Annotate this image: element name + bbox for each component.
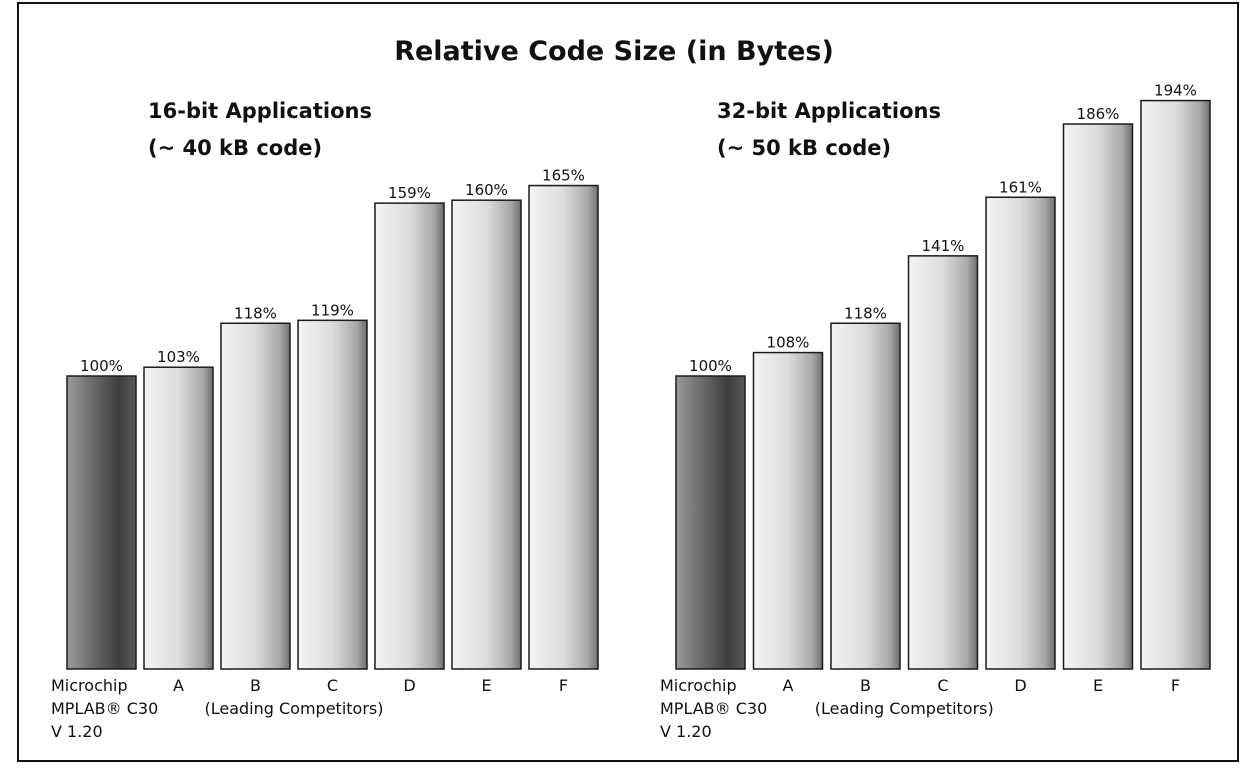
panel-title: 32-bit Applications xyxy=(717,99,941,123)
microchip-label-line: V 1.20 xyxy=(660,722,712,741)
category-label: Microchip xyxy=(660,676,737,695)
chart-panel-1: 32-bit Applications (~ 50 kB code) 100% Mic… xyxy=(660,82,1211,741)
bar-f xyxy=(528,184,599,670)
category-label: C xyxy=(327,676,338,695)
data-label: 119% xyxy=(311,301,354,319)
bar-a xyxy=(752,351,824,670)
data-label: 141% xyxy=(922,237,965,255)
bar-f xyxy=(1140,99,1211,670)
bar-b xyxy=(830,322,901,670)
category-label: E xyxy=(481,676,491,695)
data-label: 100% xyxy=(689,357,732,375)
bar-e xyxy=(1062,123,1134,670)
category-label: D xyxy=(1014,676,1026,695)
data-label: 186% xyxy=(1077,105,1120,123)
data-label: 160% xyxy=(465,181,508,199)
category-label: E xyxy=(1093,676,1103,695)
data-label: 118% xyxy=(234,304,277,322)
data-label: 103% xyxy=(157,348,200,366)
microchip-label-line: V 1.20 xyxy=(51,722,103,741)
bar-e xyxy=(451,199,522,670)
data-label: 108% xyxy=(767,334,810,352)
data-label: 118% xyxy=(844,304,887,322)
data-label: 194% xyxy=(1154,82,1197,100)
bar-d xyxy=(374,202,445,670)
microchip-label-line: MPLAB® C30 xyxy=(51,699,158,718)
category-label: A xyxy=(783,676,794,695)
bar-a xyxy=(143,366,214,670)
bar-microchip xyxy=(66,375,137,670)
bar-c xyxy=(297,319,368,670)
category-label: B xyxy=(250,676,261,695)
chart-panels: 16-bit Applications (~ 40 kB code) 100% Mic… xyxy=(51,82,1211,741)
category-label: D xyxy=(403,676,415,695)
panel-title: 16-bit Applications xyxy=(148,99,372,123)
bar-d xyxy=(985,196,1056,670)
microchip-label-line: MPLAB® C30 xyxy=(660,699,767,718)
chart-title: Relative Code Size (in Bytes) xyxy=(394,36,834,67)
group-label: (Leading Competitors) xyxy=(815,699,994,718)
category-label: A xyxy=(173,676,184,695)
data-label: 161% xyxy=(999,178,1042,196)
bar-b xyxy=(220,322,291,670)
panel-subtitle: (~ 50 kB code) xyxy=(717,136,891,160)
bar-microchip xyxy=(675,375,746,670)
category-label: Microchip xyxy=(51,676,128,695)
panel-subtitle: (~ 40 kB code) xyxy=(148,136,322,160)
chart-panel-0: 16-bit Applications (~ 40 kB code) 100% Mic… xyxy=(51,99,599,741)
data-label: 165% xyxy=(542,167,585,185)
group-label: (Leading Competitors) xyxy=(205,699,384,718)
category-label: C xyxy=(937,676,948,695)
data-label: 100% xyxy=(80,357,123,375)
category-label: F xyxy=(559,676,568,695)
bar-c xyxy=(907,255,979,670)
category-label: F xyxy=(1171,676,1180,695)
category-label: B xyxy=(860,676,871,695)
data-label: 159% xyxy=(388,184,431,202)
